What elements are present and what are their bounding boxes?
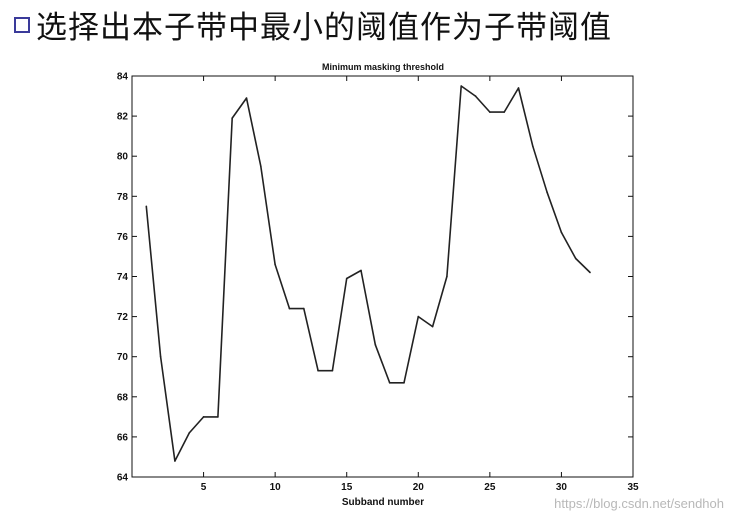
y-tick-label: 82 [117,112,129,123]
y-tick-label: 80 [117,152,129,163]
data-point [560,231,563,234]
data-point [589,271,591,274]
data-point [532,145,534,147]
data-point [417,315,420,318]
data-point [274,263,276,266]
data-point [503,111,505,113]
y-tick-label: 76 [117,232,129,243]
data-point [331,369,334,372]
data-point [460,85,463,87]
x-tick-label: 30 [556,482,568,493]
data-point [360,269,362,272]
data-point [431,325,434,328]
data-point [145,205,148,208]
data-point [374,343,377,346]
data-point [245,97,248,99]
y-tick-label: 70 [117,352,129,363]
chart-title: Minimum masking threshold [322,62,444,72]
data-point [489,111,491,113]
hollow-square-bullet-icon [14,17,30,33]
data-point [202,416,205,418]
x-tick-label: 15 [341,482,353,493]
data-point [174,460,176,462]
data-point [317,369,319,372]
y-tick-label: 84 [117,72,129,83]
x-tick-label: 10 [270,482,282,493]
data-point [574,257,577,260]
x-tick-label: 25 [484,482,496,493]
data-point [302,307,305,310]
x-tick-label: 35 [627,482,639,493]
slide-title-text: 选择出本子带中最小的阈值作为子带阈值 [36,9,612,46]
y-tick-label: 68 [117,392,129,403]
data-point [474,95,477,97]
data-point [217,416,219,418]
series-line [145,85,591,462]
y-tick-label: 66 [117,432,129,443]
series-layer [145,85,591,462]
data-point [517,87,520,89]
x-tick-label: 5 [201,482,207,493]
slide-title: 选择出本子带中最小的阈值作为子带阈值 [14,2,612,46]
y-tick-label: 72 [117,312,129,323]
data-point [159,355,162,358]
x-axis-label: Subband number [342,497,424,508]
data-point [546,191,548,194]
y-tick-label: 74 [117,272,129,283]
data-point [345,277,348,280]
x-tick-label: 20 [413,482,425,493]
data-point [231,117,233,119]
watermark-text: https://blog.csdn.net/sendhoh [554,496,724,511]
axis-ticks: 5 10 15 20 25 30 35 64 66 68 70 72 74 76 78 80 82 84 [117,72,639,494]
data-point [288,307,291,310]
data-point [260,165,262,168]
data-point [388,381,391,384]
data-point [403,381,405,384]
y-tick-label: 78 [117,192,129,203]
data-point [188,432,191,434]
y-tick-label: 64 [117,473,129,484]
data-point [446,275,448,278]
